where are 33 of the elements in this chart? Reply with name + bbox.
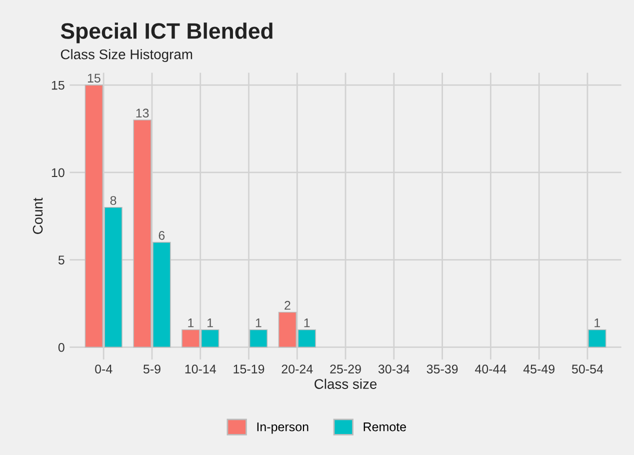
x-tick-label: 30-34 — [378, 364, 410, 374]
data-label: 6 — [158, 231, 165, 240]
x-tick-label: 0-4 — [95, 364, 112, 374]
bar — [588, 329, 606, 348]
data-label: 13 — [136, 108, 149, 118]
data-label: 8 — [110, 196, 116, 205]
legend-label: Remote — [364, 422, 406, 432]
x-tick-label: 15-19 — [234, 364, 264, 374]
y-axis-title: Count — [32, 198, 43, 234]
y-tick-label: 0 — [58, 343, 64, 352]
x-tick-label: 10-14 — [185, 364, 216, 374]
data-label: 1 — [256, 318, 262, 328]
data-label: 1 — [304, 318, 310, 328]
bar — [249, 329, 268, 348]
y-tick-label: 5 — [58, 256, 64, 264]
y-tick-label: 15 — [52, 80, 64, 90]
x-tick-label: 45-49 — [523, 364, 554, 374]
data-label: 1 — [188, 318, 194, 328]
y-tick-label: 10 — [52, 168, 64, 178]
x-axis-title: Class size — [314, 378, 377, 389]
data-label: 1 — [594, 318, 600, 328]
x-tick-label: 5-9 — [143, 364, 160, 374]
x-tick-label: 25-29 — [330, 364, 361, 374]
x-tick-label: 40-44 — [474, 364, 506, 374]
chart-subtitle: Class Size Histogram — [60, 49, 192, 62]
x-tick-label: 50-54 — [572, 364, 604, 374]
data-label: 1 — [208, 318, 213, 328]
chart-title: Special ICT Blended — [60, 22, 272, 44]
x-tick-label: 20-24 — [282, 364, 313, 374]
legend-label: In-person — [257, 422, 308, 434]
data-label: 2 — [284, 300, 290, 310]
x-tick-label: 35-39 — [426, 364, 458, 374]
data-label: 15 — [88, 74, 100, 83]
